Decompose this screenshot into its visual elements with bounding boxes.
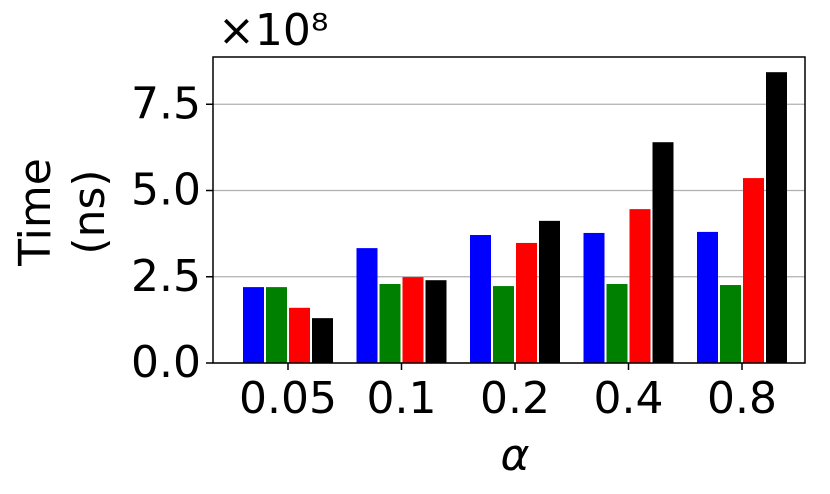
x-tick-label: 0.1 xyxy=(367,373,437,424)
bar xyxy=(583,232,605,363)
bar xyxy=(425,280,447,363)
x-tick-label: 0.2 xyxy=(480,373,550,424)
offset-text: ×10⁸ xyxy=(218,5,329,56)
y-tick-label: 7.5 xyxy=(131,78,201,129)
x-tick-label: 0.05 xyxy=(239,373,337,424)
bar xyxy=(766,72,787,363)
bar xyxy=(356,248,378,363)
bar xyxy=(493,286,514,363)
y-tick-label: 2.5 xyxy=(131,251,201,302)
bar xyxy=(720,285,741,363)
x-tick-label: 0.4 xyxy=(594,373,664,424)
y-tick-label: 0.0 xyxy=(131,337,201,388)
bar xyxy=(539,220,560,363)
y-tick-label: 5.0 xyxy=(131,165,201,216)
bar xyxy=(266,287,287,363)
bar xyxy=(243,287,264,363)
bar xyxy=(652,142,674,363)
y-axis-label: Time xyxy=(10,158,61,267)
bar xyxy=(379,283,401,363)
bar xyxy=(402,277,424,363)
x-tick-label: 0.8 xyxy=(707,373,777,424)
bar xyxy=(743,178,764,363)
bar xyxy=(312,318,333,363)
bar xyxy=(606,283,628,363)
bar xyxy=(516,242,537,363)
bar xyxy=(470,235,491,363)
y-axis-label: (ns) xyxy=(64,169,115,254)
x-axis-label: α xyxy=(500,430,529,481)
bar xyxy=(289,307,310,363)
bar xyxy=(697,231,718,363)
bar xyxy=(629,209,651,363)
plot-frame xyxy=(212,56,806,364)
